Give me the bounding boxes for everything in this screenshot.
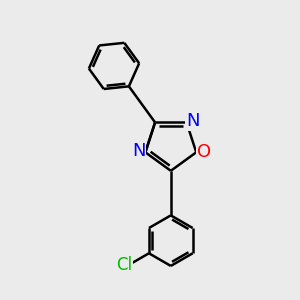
Text: O: O (196, 143, 211, 161)
Text: N: N (186, 112, 200, 130)
Text: N: N (132, 142, 146, 160)
Text: Cl: Cl (116, 256, 132, 274)
